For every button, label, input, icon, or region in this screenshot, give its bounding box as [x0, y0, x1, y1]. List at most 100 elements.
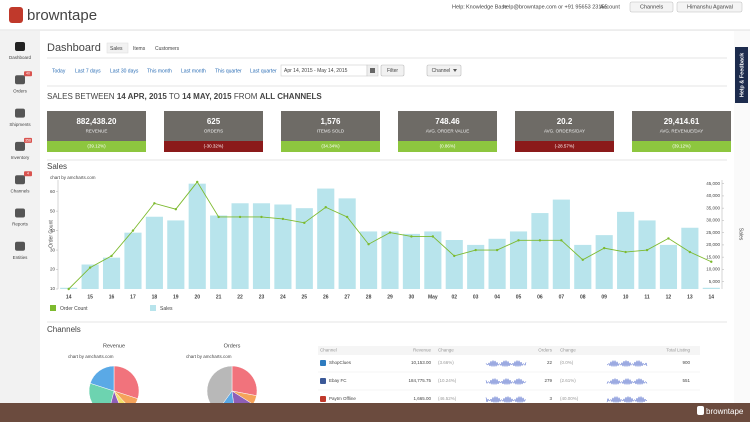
table-header: Total Listing [666, 348, 690, 353]
range-link[interactable]: Last quarter [250, 68, 277, 74]
pie-credit: chart by amcharts.com [186, 354, 232, 359]
table-cell: (2.61%) [560, 378, 576, 383]
table-header-bg [318, 346, 700, 355]
nav-badge [24, 137, 32, 143]
header [0, 0, 750, 30]
nav-icon[interactable] [15, 141, 25, 151]
y-tick-label: 20 [50, 267, 56, 272]
bar [659, 244, 678, 289]
channel-button[interactable] [426, 64, 462, 77]
calendar-icon [370, 68, 375, 73]
x-tick-label: 14 [709, 294, 715, 300]
x-tick-label: 24 [280, 294, 286, 300]
footer-logo-icon [697, 406, 704, 415]
nav-icon[interactable] [15, 208, 25, 218]
x-tick-label: 07 [559, 294, 565, 300]
knowledge-base-link[interactable]: Knowledge Base [466, 4, 507, 10]
range-link[interactable]: Last 7 days [75, 68, 101, 74]
bar [381, 231, 399, 289]
nav-badge-text: 40 [26, 72, 30, 76]
tab[interactable]: Customers [155, 46, 180, 52]
line-point [517, 239, 520, 242]
nav-icon[interactable] [15, 108, 25, 118]
nav-label[interactable]: Orders [13, 88, 28, 93]
x-tick-label: 06 [537, 294, 543, 300]
kpi-change: (-30.32%) [204, 144, 224, 149]
kpi-card [281, 111, 380, 141]
feedback-label: Help & Feedback [739, 52, 745, 97]
tab[interactable]: Sales [110, 46, 123, 52]
table-header: Orders [538, 348, 553, 353]
range-link[interactable]: This quarter [215, 68, 242, 74]
channels-menu: Channels [640, 4, 663, 10]
kpi-label: AVG. REVENUE/DAY [660, 129, 704, 134]
table-header: Revenue [413, 348, 432, 353]
range-link[interactable]: Today [52, 68, 66, 74]
line-point [474, 248, 477, 252]
bar [488, 238, 506, 289]
channels-menu-button[interactable] [629, 1, 674, 13]
nav-label[interactable]: Shipments [9, 122, 31, 127]
range-link[interactable]: Last 30 days [110, 68, 139, 74]
range-link[interactable]: This month [147, 68, 172, 74]
caret [453, 69, 457, 72]
kpi-label: AVG. ORDERS/DAY [544, 129, 585, 134]
filter-button-label: Filter [387, 68, 398, 74]
bar [424, 231, 442, 289]
table-cell: Paytm Offline [329, 396, 356, 401]
bar [188, 183, 206, 289]
bar [595, 235, 613, 289]
kpi-card [164, 111, 263, 141]
nav-badge-text: 4 [27, 172, 29, 176]
table-cell: 900 [682, 360, 690, 365]
table-cell: 3 [549, 396, 552, 401]
legend-label: Order Count [60, 306, 88, 312]
line-point [624, 250, 627, 254]
kpi-card [632, 111, 731, 141]
bar [338, 198, 356, 289]
bar [210, 215, 228, 289]
x-tick-label: 13 [687, 294, 693, 300]
bar [552, 199, 570, 289]
channels-title: Channels [47, 325, 81, 334]
nav-label[interactable]: Reports [12, 222, 29, 227]
table-header: Channel [320, 348, 337, 353]
filter-button[interactable] [380, 64, 405, 77]
nav-label[interactable]: Channels [10, 188, 30, 193]
bar [274, 204, 292, 289]
filters: Today Last 7 days Last 30 days This month La… [52, 68, 277, 74]
contact[interactable]: help@browntape.com or +91 95653 23155 [503, 4, 608, 10]
nav-icon[interactable] [15, 42, 25, 51]
kpi-value: 625 [207, 117, 221, 126]
channel-icon [320, 396, 326, 402]
nav-icon[interactable] [15, 241, 25, 251]
nav-icon[interactable] [15, 175, 25, 185]
bar [102, 257, 121, 289]
legend-swatch [50, 305, 56, 311]
line-point [174, 207, 178, 211]
bar [360, 231, 378, 289]
sparkline [606, 378, 648, 386]
range-link[interactable]: Last month [181, 68, 206, 74]
kpi-change-bar [398, 141, 497, 152]
user-menu-button[interactable] [676, 1, 743, 13]
chart-title: Sales [47, 162, 67, 171]
nav-label[interactable]: Dashboard [9, 55, 32, 60]
y2-tick-label: 40,000 [706, 193, 720, 198]
kpi-card [47, 111, 146, 141]
channel-icon [320, 378, 326, 384]
x-tick-label: 14 [66, 294, 72, 300]
y2-axis-title: Sales [738, 228, 744, 241]
table-header: Change [438, 348, 454, 353]
account-link[interactable]: Account [600, 4, 620, 10]
nav-label[interactable]: Entities [13, 255, 29, 260]
logo[interactable]: browntape [27, 7, 97, 24]
table-cell: 10,153.00 [411, 360, 432, 365]
x-tick-label: 27 [344, 294, 350, 300]
tab[interactable]: Items [133, 46, 146, 52]
nav-icon[interactable] [15, 75, 25, 85]
line-point [667, 237, 670, 240]
nav-label[interactable]: Inventory [11, 155, 30, 160]
feedback-tab[interactable] [735, 47, 748, 103]
